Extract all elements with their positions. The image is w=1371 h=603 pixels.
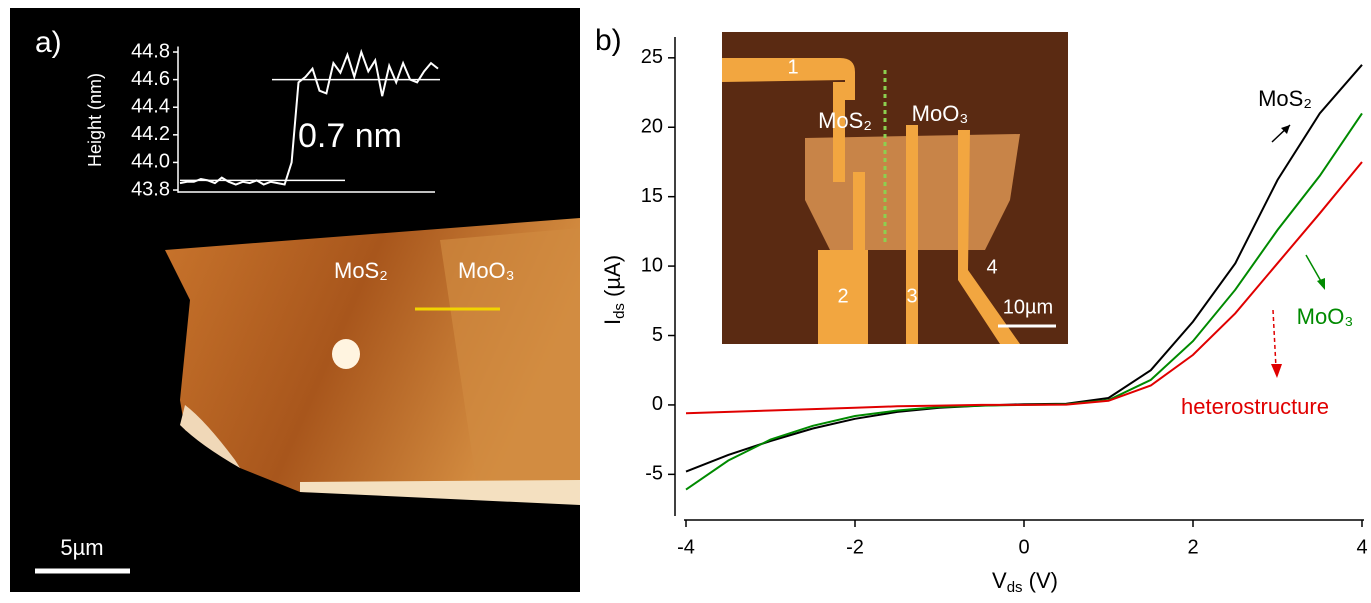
y-axis-label-part: (µA) <box>600 255 625 303</box>
inset-label: MoO₃ <box>912 101 969 126</box>
y-axis-label-part: ds <box>611 303 628 319</box>
x-tick-label: -4 <box>677 536 695 558</box>
x-tick-label: 2 <box>1187 536 1198 558</box>
y-tick-label: 10 <box>641 254 663 276</box>
contact-label: 4 <box>986 256 997 278</box>
x-axis-label-part: ds <box>1007 579 1023 596</box>
y-tick-label: 44.4 <box>131 96 170 118</box>
x-tick-label: 0 <box>1018 536 1029 558</box>
series-label: heterostructure <box>1181 394 1329 419</box>
y-tick-label: 15 <box>641 185 663 207</box>
y-tick-label: -5 <box>645 463 663 485</box>
series-label: MoS₂ <box>1258 86 1312 111</box>
inset-scale-bar-label: 10µm <box>1003 296 1053 318</box>
y-axis-label: Height (nm) <box>85 73 105 167</box>
y-axis-label: Ids (µA) <box>600 255 628 325</box>
y-tick-label: 25 <box>641 46 663 68</box>
figure: a) MoS₂ MoO₃ 5µm 10µm MoS₂ MoO₃ b) 43.8 4… <box>0 0 1371 598</box>
inset-label: MoS₂ <box>818 108 872 133</box>
series-label: MoO₃ <box>1297 304 1354 329</box>
contact-label: 2 <box>837 285 848 307</box>
x-axis-label: Vds (V) <box>992 568 1058 596</box>
y-tick-label: 44.6 <box>131 68 170 90</box>
y-tick-label: 43.8 <box>131 178 170 200</box>
panel-label: b) <box>595 24 622 57</box>
arrows <box>1271 125 1325 378</box>
x-tick-label: -2 <box>846 536 864 558</box>
contact-label: 1 <box>787 56 798 78</box>
region-label: MoS₂ <box>334 258 388 283</box>
afm-particle <box>332 339 360 369</box>
region-label: MoO₃ <box>458 258 515 283</box>
contact-label: 3 <box>906 285 917 307</box>
annotation: 0.7 nm <box>298 117 402 155</box>
scale-bar-label: 5µm <box>60 535 103 560</box>
y-tick-label: 0 <box>652 393 663 415</box>
x-tick-label: 4 <box>1356 536 1367 558</box>
y-tick-label: 20 <box>641 116 663 138</box>
panel-label: a) <box>35 26 62 59</box>
y-tick-label: 44.2 <box>131 123 170 145</box>
y-tick-label: 44.8 <box>131 40 170 62</box>
x-axis-label-part: V <box>992 568 1007 593</box>
y-tick-label: 44.0 <box>131 151 170 173</box>
y-tick-label: 5 <box>652 324 663 346</box>
x-axis-label-part: (V) <box>1023 568 1058 593</box>
